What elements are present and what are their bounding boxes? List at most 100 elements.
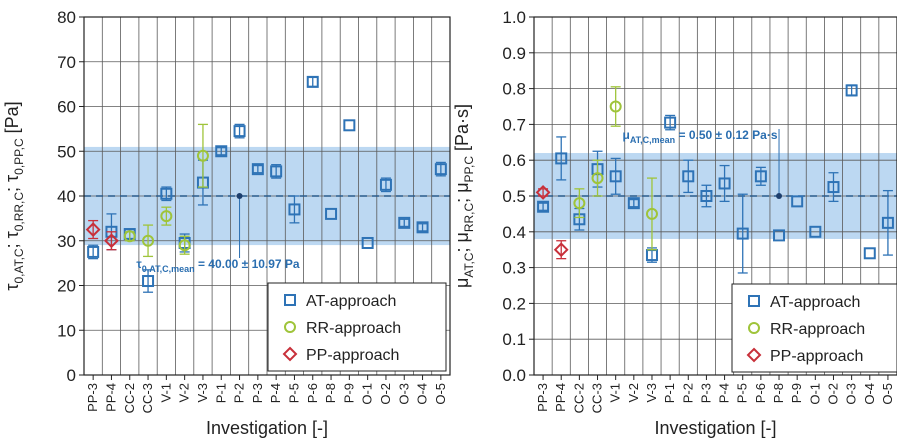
x-tick-label: P-9 xyxy=(789,383,804,403)
y-tick-label: 30 xyxy=(57,232,76,251)
x-tick-label: P-8 xyxy=(323,383,338,403)
series-pp-approach xyxy=(85,219,119,251)
y-axis-title: τ0,AT,C; τ0,RR,C; τ0,PP,C [Pa] xyxy=(2,101,26,290)
data-point xyxy=(233,125,246,138)
x-tick-label: P-3 xyxy=(250,383,265,403)
series-rr-approach xyxy=(573,86,658,251)
legend: AT-approach RR-approach PP-approach xyxy=(267,282,447,372)
x-tick-label: P-1 xyxy=(213,383,228,403)
x-tick-label: O-4 xyxy=(415,383,430,405)
legend-label: RR-approach xyxy=(770,321,865,338)
x-axis-title: Investigation [-] xyxy=(206,418,328,438)
y-tick-label: 0.7 xyxy=(502,115,526,134)
x-tick-label: O-2 xyxy=(825,383,840,405)
legend-label: PP-approach xyxy=(770,348,863,365)
legend-marker xyxy=(284,294,296,306)
data-point xyxy=(809,225,822,238)
legend-label: AT-approach xyxy=(306,293,396,310)
data-point xyxy=(215,145,228,158)
data-point xyxy=(682,170,695,183)
data-point xyxy=(160,187,173,200)
legend-box xyxy=(267,282,447,372)
y-tick-label: 0.2 xyxy=(502,294,526,313)
data-point xyxy=(160,210,173,223)
y-tick-label: 1.0 xyxy=(502,8,526,27)
x-tick-label: PP-3 xyxy=(85,383,100,412)
y-tick-label: 0.0 xyxy=(502,366,526,385)
y-tick-label: 0.1 xyxy=(502,330,526,349)
legend-label: PP-approach xyxy=(306,347,399,364)
data-point xyxy=(87,245,100,258)
data-point xyxy=(142,275,155,288)
data-point xyxy=(537,200,550,213)
x-tick-label: P-8 xyxy=(771,383,786,403)
x-tick-label: O-2 xyxy=(378,383,393,405)
x-tick-label: P-6 xyxy=(753,383,768,403)
x-tick-label: P-4 xyxy=(717,383,732,403)
x-tick-label: P-5 xyxy=(286,383,301,403)
viscosity-chart: μAT,C,mean = 0.50 ± 0.12 Pa·s 0.0 0.1 0.2 0.… xyxy=(452,8,897,438)
data-point xyxy=(343,119,356,132)
data-point xyxy=(142,234,155,247)
y-tick-label: 10 xyxy=(57,321,76,340)
x-tick-label: CC-3 xyxy=(590,383,605,413)
data-point xyxy=(555,152,568,165)
x-tick-label: O-3 xyxy=(844,383,859,405)
y-tick-label: 50 xyxy=(57,142,76,161)
legend-marker xyxy=(746,347,762,363)
data-point xyxy=(288,203,301,216)
x-tick-label: V-3 xyxy=(195,383,210,403)
data-point xyxy=(863,247,876,260)
y-tick-label: 0.6 xyxy=(502,151,526,170)
data-point xyxy=(664,116,677,129)
data-point xyxy=(104,233,119,249)
data-point xyxy=(700,190,713,202)
legend-marker xyxy=(748,322,760,334)
x-tick-label: CC-2 xyxy=(122,383,137,413)
data-point xyxy=(627,197,640,210)
x-tick-label: PP-3 xyxy=(535,383,550,412)
data-point xyxy=(123,230,136,243)
x-tick-label: PP-4 xyxy=(553,383,568,412)
y-tick-label: 80 xyxy=(57,8,76,27)
legend-marker xyxy=(282,346,298,362)
x-tick-label: V-1 xyxy=(158,383,173,403)
data-point xyxy=(325,207,338,220)
y-tick-label: 0.9 xyxy=(502,44,526,63)
legend-marker xyxy=(748,295,760,307)
data-point xyxy=(573,197,586,210)
data-point xyxy=(591,172,604,185)
x-axis-title: Investigation [-] xyxy=(654,418,776,438)
legend: AT-approach RR-approach PP-approach xyxy=(731,283,897,373)
x-tick-label: P-9 xyxy=(341,383,356,403)
series-pp-approach xyxy=(535,185,569,260)
data-point xyxy=(270,165,283,178)
y-tick-label: 0.5 xyxy=(502,187,526,206)
mean-marker xyxy=(776,193,783,199)
y-tick-label: 70 xyxy=(57,53,76,72)
y-axis-title: μAT,C; μRR,C; μPP,C [Pa·s] xyxy=(452,104,476,288)
x-tick-label: O-5 xyxy=(880,383,895,405)
y-tick-label: 0.4 xyxy=(502,223,526,242)
x-tick-label: P-2 xyxy=(232,383,247,403)
data-point xyxy=(773,229,786,242)
x-tick-label: P-4 xyxy=(268,383,283,403)
x-tick-label: V-1 xyxy=(608,383,623,403)
data-point xyxy=(881,216,894,229)
data-point xyxy=(791,195,804,208)
x-tick-label: PP-4 xyxy=(103,383,118,412)
y-tick-label: 20 xyxy=(57,277,76,296)
data-point xyxy=(178,239,191,252)
data-point xyxy=(196,149,209,162)
data-point xyxy=(754,170,767,183)
x-tick-label: O-4 xyxy=(862,383,877,405)
mean-label: μAT,C,mean = 0.50 ± 0.12 Pa·s xyxy=(622,128,777,145)
x-tick-label: P-5 xyxy=(735,383,750,403)
x-tick-label: V-3 xyxy=(644,383,659,403)
data-point xyxy=(609,170,622,183)
data-point xyxy=(416,221,429,234)
data-point xyxy=(845,84,858,97)
x-tick-label: P-6 xyxy=(305,383,320,403)
mean-marker xyxy=(236,193,243,199)
y-tick-label: 60 xyxy=(57,98,76,117)
